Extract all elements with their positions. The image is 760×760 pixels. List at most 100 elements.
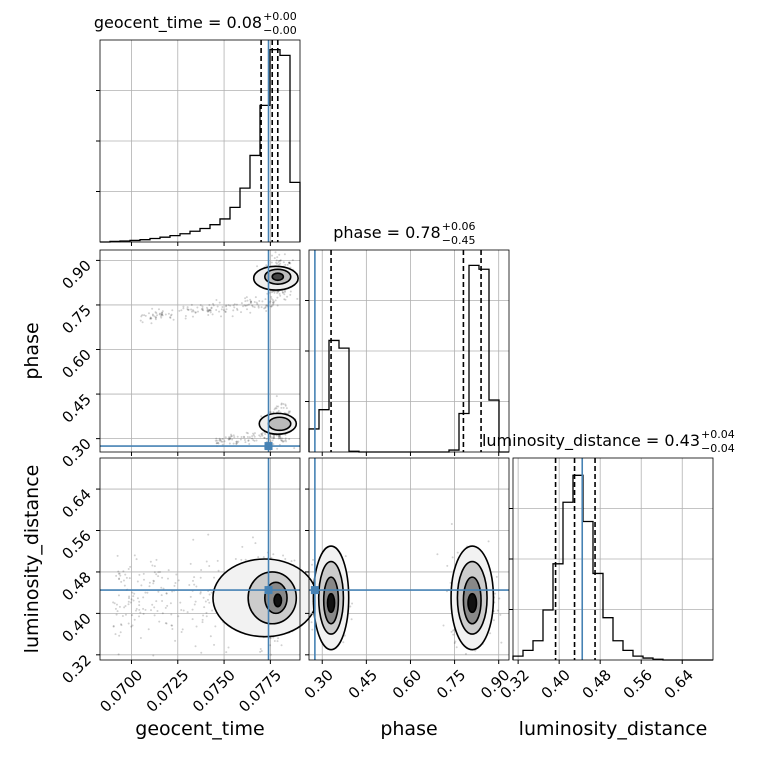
sample-point [288,261,291,264]
sample-point [189,562,192,565]
sample-point [201,621,204,624]
sample-point [218,437,221,440]
sample-point [210,306,213,309]
sample-point [248,443,251,446]
sample-point [138,615,141,618]
sample-point [278,253,281,256]
sample-point [149,560,152,563]
sample-point [275,395,278,398]
sample-point [129,565,132,568]
sample-point [276,304,279,307]
sample-point [279,259,282,262]
sample-point [150,322,153,325]
sample-point [225,308,228,311]
sample-point [202,309,205,312]
sample-point [112,625,115,628]
sample-point [287,410,290,413]
sample-point [247,303,250,306]
sample-point [184,317,187,320]
sample-point [218,301,221,304]
sample-point [208,308,211,311]
sample-point [274,299,277,302]
sample-point [273,257,276,260]
sample-point [169,316,172,319]
sample-point [436,553,439,556]
sample-point [252,432,255,435]
sample-point [166,604,169,607]
sample-point [288,437,291,440]
sample-point [283,293,286,296]
sample-point [259,435,262,438]
sample-point [284,289,287,292]
sample-point [260,306,263,309]
sample-point [275,405,278,408]
sample-point [202,614,205,617]
sample-point [270,305,273,308]
title-lower-error-geocent_time: −0.00 [263,24,297,37]
sample-point [228,442,231,445]
sample-point [452,629,455,632]
sample-point [273,291,276,294]
sample-point [160,313,163,316]
sample-point [247,439,250,442]
sample-point [177,579,180,582]
contour-level-4 [273,593,283,608]
sample-point [194,311,197,314]
sample-point [152,582,155,585]
sample-point [189,595,192,598]
sample-point [158,313,161,316]
sample-point [165,592,168,595]
sample-point [195,625,198,628]
sample-point [500,641,503,644]
sample-point [280,644,283,647]
xtick-label-geocent_time-2: 0.0750 [189,666,239,716]
sample-point [277,261,280,264]
sample-point [220,440,223,443]
sample-point [142,578,145,581]
sample-point [228,436,231,439]
sample-point [227,304,230,307]
sample-point [196,310,199,313]
sample-point [277,434,280,437]
sample-point [191,309,194,312]
sample-point [246,304,249,307]
sample-point [199,576,202,579]
sample-point [201,308,204,311]
sample-point [182,307,185,310]
sample-point [161,599,164,602]
xtick-label-luminosity_distance-1: 0.40 [538,666,574,702]
sample-point [236,435,239,438]
sample-point [174,581,177,584]
sample-point [133,618,136,621]
sample-point [119,631,122,634]
sample-point [148,585,151,588]
sample-point [281,439,284,442]
sample-point [182,305,185,308]
sample-point [120,624,123,627]
sample-point [135,558,138,561]
sample-point [114,633,117,636]
sample-point [149,317,152,320]
sample-point [231,315,234,318]
sample-point [251,536,254,539]
sample-point [160,594,163,597]
panel-luminosity_distance-vs-geocent_time [100,458,318,660]
sample-point [264,305,267,308]
sample-point [160,316,163,319]
sample-point [269,300,272,303]
xtick-label-geocent_time-1: 0.0725 [143,666,193,716]
xtick-label-phase-3: 0.75 [433,666,469,702]
sample-point [153,614,156,617]
sample-point [276,296,279,299]
sample-point [253,439,256,442]
sample-point [282,402,285,405]
sample-point [284,403,287,406]
sample-point [260,432,263,435]
sample-point [130,625,133,628]
sample-point [474,649,477,652]
sample-point [249,298,252,301]
sample-point [224,436,227,439]
panel-luminosity_distance-vs-luminosity_distance [512,458,713,661]
sample-point [290,560,293,563]
sample-point [225,651,228,654]
